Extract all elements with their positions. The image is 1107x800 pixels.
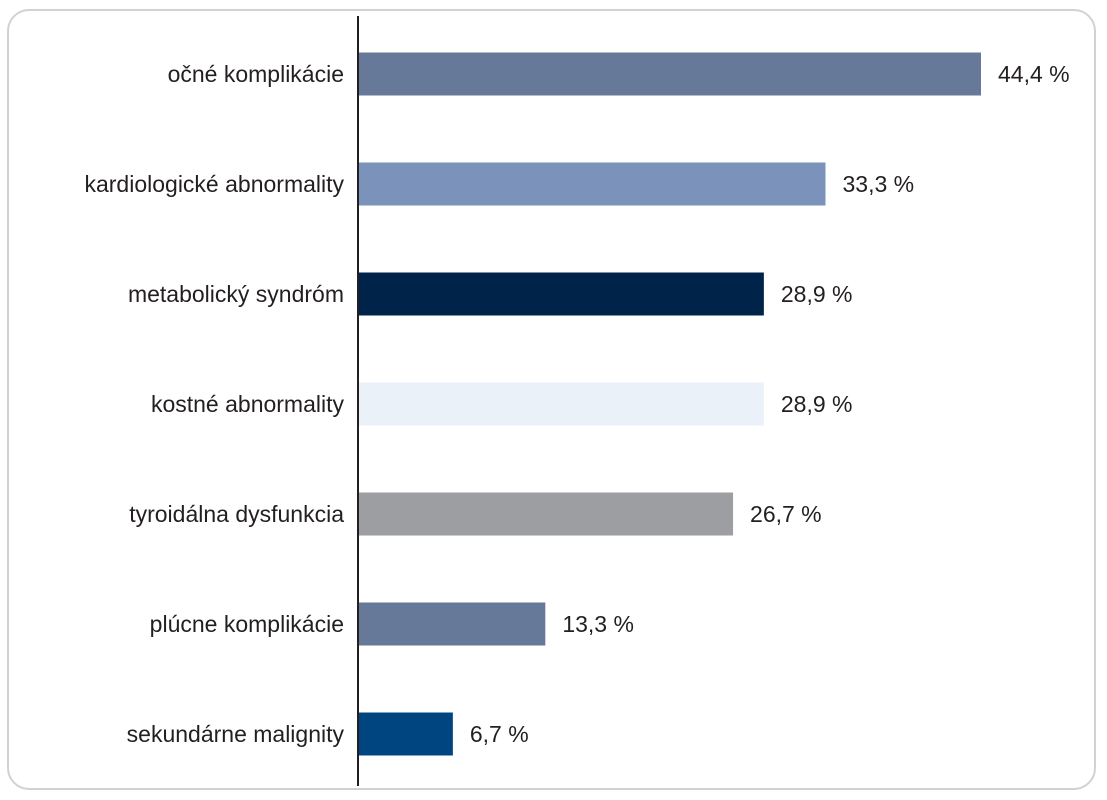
bars-group: očné komplikácie 44,4 % kardiologické abno… bbox=[84, 52, 1070, 756]
bar bbox=[359, 602, 546, 646]
category-label: tyroidálna dysfunkcia bbox=[129, 501, 344, 527]
value-label: 13,3 % bbox=[562, 611, 634, 637]
category-label: kardiologické abnormality bbox=[84, 171, 344, 197]
bar bbox=[359, 492, 734, 536]
value-label: 6,7 % bbox=[470, 721, 529, 747]
category-label: metabolický syndróm bbox=[128, 281, 344, 307]
bar bbox=[359, 52, 981, 96]
category-label: očné komplikácie bbox=[168, 61, 344, 87]
value-label: 44,4 % bbox=[998, 61, 1070, 87]
value-label: 28,9 % bbox=[781, 281, 853, 307]
value-label: 26,7 % bbox=[750, 501, 822, 527]
value-label: 33,3 % bbox=[843, 171, 915, 197]
bar bbox=[359, 272, 764, 316]
category-label: sekundárne malignity bbox=[127, 721, 345, 747]
value-label: 28,9 % bbox=[781, 391, 853, 417]
category-label: plúcne komplikácie bbox=[150, 611, 344, 637]
bar bbox=[359, 712, 453, 756]
bar bbox=[359, 162, 826, 206]
category-label: kostné abnormality bbox=[151, 391, 345, 417]
bar bbox=[359, 382, 764, 426]
